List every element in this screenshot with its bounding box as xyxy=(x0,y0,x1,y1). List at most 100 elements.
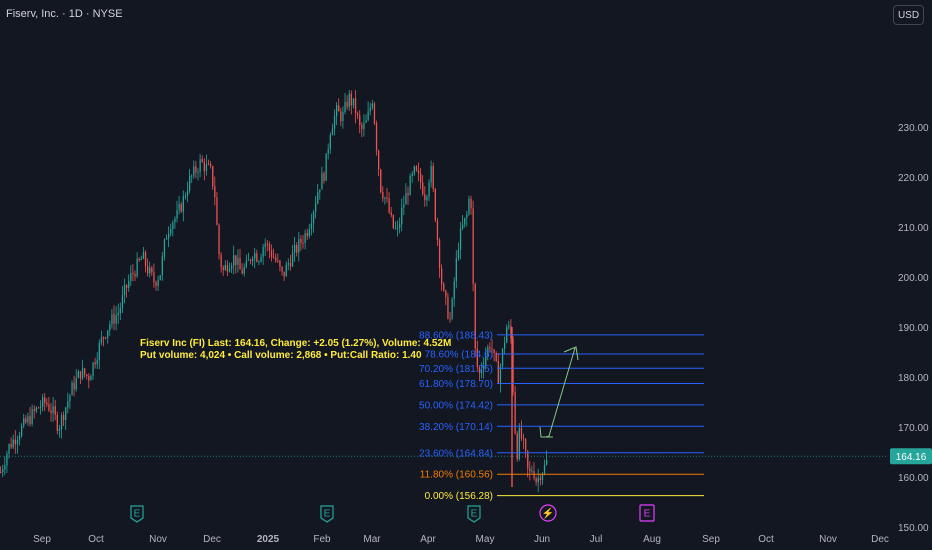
projection-arrow-head xyxy=(563,346,579,361)
candle-body xyxy=(172,222,174,229)
price-tick-label: 230.00 xyxy=(898,123,929,134)
candle-body xyxy=(512,338,514,392)
candle-body xyxy=(207,163,210,165)
fib-level-label: 61.80% (178.70) xyxy=(419,379,493,390)
candle-body xyxy=(210,164,212,167)
event-icon-earnings[interactable]: E xyxy=(320,505,334,523)
candle-body xyxy=(86,374,88,376)
candle-body xyxy=(441,268,443,285)
candle-body xyxy=(495,353,497,361)
candle-body xyxy=(354,98,357,114)
candle-body xyxy=(457,249,460,259)
candle-body xyxy=(50,410,52,414)
candle-body xyxy=(195,166,197,173)
candle-body xyxy=(329,134,331,150)
candle-body xyxy=(350,93,352,106)
candle-body xyxy=(520,427,523,439)
event-icon-symbol: E xyxy=(324,509,331,520)
candle-body xyxy=(478,367,481,374)
candle-body xyxy=(344,101,346,113)
candle-body xyxy=(233,255,235,266)
candle-body xyxy=(390,212,392,216)
candle-body xyxy=(501,348,504,367)
candle-body xyxy=(46,402,48,405)
candle-body xyxy=(438,240,441,269)
info-line-1: Fiserv Inc (FI) Last: 164.16, Change: +2… xyxy=(140,338,452,349)
candle-body xyxy=(409,175,411,196)
candle-body xyxy=(541,473,544,481)
candle-body xyxy=(90,375,92,381)
candle-body xyxy=(163,239,166,257)
candle-body xyxy=(191,175,193,177)
candle-body xyxy=(23,418,25,426)
fib-level-label: 88.60% (188.43) xyxy=(419,330,493,341)
candle-body xyxy=(413,166,415,174)
candle-body xyxy=(411,173,413,176)
candle-body xyxy=(264,243,266,248)
candle-body xyxy=(392,215,394,228)
candle-body xyxy=(44,397,46,403)
options-info-box: Fiserv Inc (FI) Last: 164.16, Change: +2… xyxy=(140,338,451,362)
candle-body xyxy=(102,337,105,339)
currency-button[interactable]: USD xyxy=(893,5,924,25)
event-icon-split[interactable]: ⚡ xyxy=(539,504,557,522)
candle-body xyxy=(281,266,283,272)
event-icon-symbol: ⚡ xyxy=(542,507,554,520)
candle-body xyxy=(151,267,153,273)
candle-body xyxy=(483,365,485,370)
split-icon xyxy=(539,504,557,522)
candle-body xyxy=(254,253,256,259)
candle-body xyxy=(220,254,222,268)
event-icon-earnings[interactable]: E xyxy=(467,505,481,523)
candle-body xyxy=(285,264,287,277)
candle-body xyxy=(224,265,226,270)
time-tick-label: Dec xyxy=(871,534,889,545)
candle-body xyxy=(136,258,138,277)
candle-body xyxy=(510,325,512,339)
candle-body xyxy=(403,204,405,208)
fib-level-label: 11.80% (160.56) xyxy=(420,470,493,481)
time-tick-label: Nov xyxy=(819,534,837,545)
fib-level-label: 38.20% (170.14) xyxy=(419,422,493,433)
candle-body xyxy=(33,409,35,411)
candle-body xyxy=(367,111,369,121)
candle-body xyxy=(447,296,449,319)
candle-body xyxy=(126,284,128,288)
candle-body xyxy=(92,362,94,376)
event-icon-earnings[interactable]: E xyxy=(130,505,144,523)
candle-body xyxy=(310,223,313,230)
candle-body xyxy=(327,149,329,154)
candle-body xyxy=(115,315,117,324)
candle-body xyxy=(174,218,176,223)
candle-body xyxy=(239,257,241,270)
time-tick-label: Sep xyxy=(702,534,720,545)
price-tick-label: 180.00 xyxy=(898,373,929,384)
candle-body xyxy=(518,427,520,460)
price-tick-label: 200.00 xyxy=(898,273,929,284)
time-tick-label: Jun xyxy=(534,534,550,545)
candle-body xyxy=(455,258,457,282)
candle-body xyxy=(399,224,401,228)
event-icon-earnings-upcoming[interactable]: E xyxy=(639,504,655,522)
candle-body xyxy=(453,281,455,299)
candle-body xyxy=(315,203,317,213)
candle-body xyxy=(462,224,464,229)
candle-body xyxy=(138,258,140,261)
candle-body xyxy=(37,407,40,409)
candle-body xyxy=(119,307,121,314)
candle-body xyxy=(388,198,390,213)
candle-body xyxy=(113,314,115,324)
candle-body xyxy=(365,120,367,123)
candle-body xyxy=(247,259,250,261)
candle-body xyxy=(508,325,510,328)
candle-body xyxy=(60,415,63,429)
candle-body xyxy=(228,268,231,272)
candle-body xyxy=(401,207,403,225)
candle-body xyxy=(71,382,73,396)
candle-body xyxy=(52,406,54,414)
candle-body xyxy=(109,324,111,331)
candle-body xyxy=(480,369,483,374)
earnings-upcoming-icon xyxy=(639,504,655,522)
candle-body xyxy=(426,196,428,201)
